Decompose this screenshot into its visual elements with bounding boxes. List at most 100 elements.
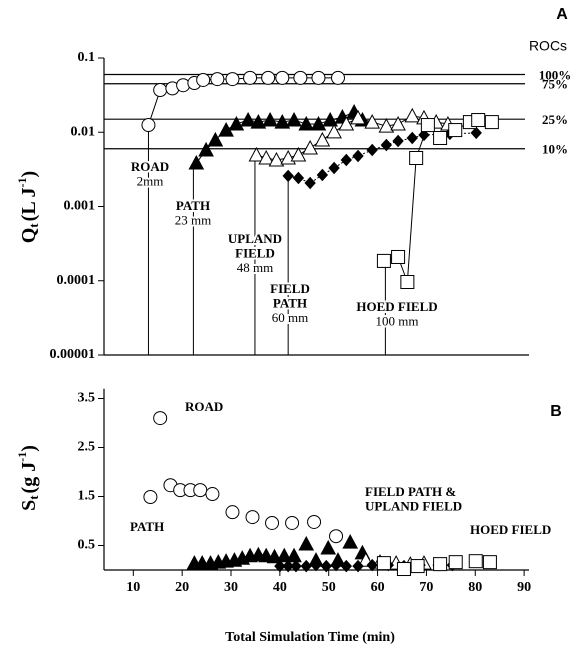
point	[188, 154, 205, 170]
y-tick-label: 0.00001	[50, 347, 96, 362]
point	[409, 150, 424, 165]
point	[338, 115, 355, 131]
legend-title: ROCs	[529, 38, 567, 54]
point	[304, 176, 316, 190]
point	[248, 146, 265, 162]
onset-label: 48 mm	[237, 260, 273, 275]
point	[396, 562, 411, 577]
point	[300, 559, 312, 573]
point	[245, 510, 260, 525]
point	[320, 539, 337, 555]
point	[376, 556, 391, 571]
point	[290, 146, 307, 162]
x-tick-label: 50	[322, 580, 336, 595]
point	[390, 115, 406, 131]
x-tick-label: 80	[468, 580, 482, 595]
point	[265, 515, 280, 530]
series	[376, 554, 497, 577]
point	[282, 559, 294, 573]
point	[205, 487, 220, 502]
point	[285, 515, 300, 530]
point	[198, 141, 214, 157]
annotation: UPLAND FIELD	[365, 498, 462, 513]
point	[275, 70, 290, 85]
point	[141, 118, 156, 133]
y-tick-label: 2.5	[78, 440, 96, 455]
y-title-part: Q	[18, 228, 40, 244]
onset-label: 100 mm	[376, 313, 419, 328]
onset-label: 2mm	[137, 173, 164, 188]
y-title-sub: t	[26, 495, 41, 500]
series-line	[288, 132, 477, 184]
x-tick-label: 20	[175, 580, 189, 595]
series	[376, 113, 499, 289]
point	[326, 123, 342, 139]
point	[400, 274, 415, 289]
point	[153, 411, 168, 426]
point	[391, 249, 406, 264]
point	[292, 171, 305, 185]
point	[310, 115, 327, 131]
point	[207, 131, 224, 147]
y-tick-label: 0.001	[64, 199, 96, 214]
onset-label: FIELD	[270, 281, 310, 296]
y-tick-label: 3.5	[78, 391, 96, 406]
roc-label: 25%	[542, 112, 568, 127]
y-tick-label: 0.0001	[57, 273, 96, 288]
onset-label: PATH	[176, 198, 210, 213]
point	[307, 514, 322, 529]
point	[392, 134, 404, 148]
point	[228, 115, 245, 131]
point	[433, 130, 448, 145]
point	[240, 111, 256, 127]
point	[225, 72, 240, 87]
point	[262, 111, 278, 127]
x-axis-title: Total Simulation Time (min)	[225, 630, 395, 645]
point	[243, 70, 258, 85]
point	[274, 114, 291, 129]
point	[143, 489, 158, 504]
point	[448, 123, 463, 138]
series	[143, 411, 344, 544]
point	[471, 113, 486, 128]
point	[298, 535, 315, 551]
y-tick-label: 0.5	[78, 538, 96, 553]
point	[290, 559, 302, 573]
point	[342, 534, 359, 549]
point	[364, 114, 381, 129]
x-tick-label: 70	[419, 580, 433, 595]
y-title-part: (g J	[18, 462, 40, 494]
point	[404, 107, 421, 123]
y-tick-label: 0.01	[71, 124, 96, 139]
point	[322, 111, 339, 127]
point	[286, 547, 302, 563]
point	[268, 151, 285, 167]
x-tick-label: 40	[273, 580, 287, 595]
point	[276, 547, 293, 563]
point	[302, 139, 318, 155]
point	[314, 131, 331, 147]
annotation: FIELD PATH &	[365, 484, 456, 499]
point	[330, 70, 345, 85]
point	[329, 529, 344, 544]
y-axis-title: Qt (L J-1)	[15, 171, 41, 243]
point	[310, 558, 322, 572]
point	[433, 557, 448, 572]
point	[153, 83, 168, 98]
point	[340, 559, 352, 573]
point	[282, 169, 294, 183]
point	[176, 78, 191, 93]
series	[141, 70, 345, 133]
point	[366, 558, 378, 572]
onset-label: FIELD	[235, 245, 275, 260]
point	[410, 559, 425, 574]
point	[406, 131, 418, 145]
point	[468, 554, 483, 569]
annotation: ROAD	[185, 399, 223, 414]
y-axis-title: St(g J-1)	[15, 445, 41, 511]
point	[470, 126, 482, 140]
y-title-part: )	[18, 171, 40, 178]
onset-label: HOED FIELD	[356, 299, 437, 314]
point	[352, 559, 364, 573]
